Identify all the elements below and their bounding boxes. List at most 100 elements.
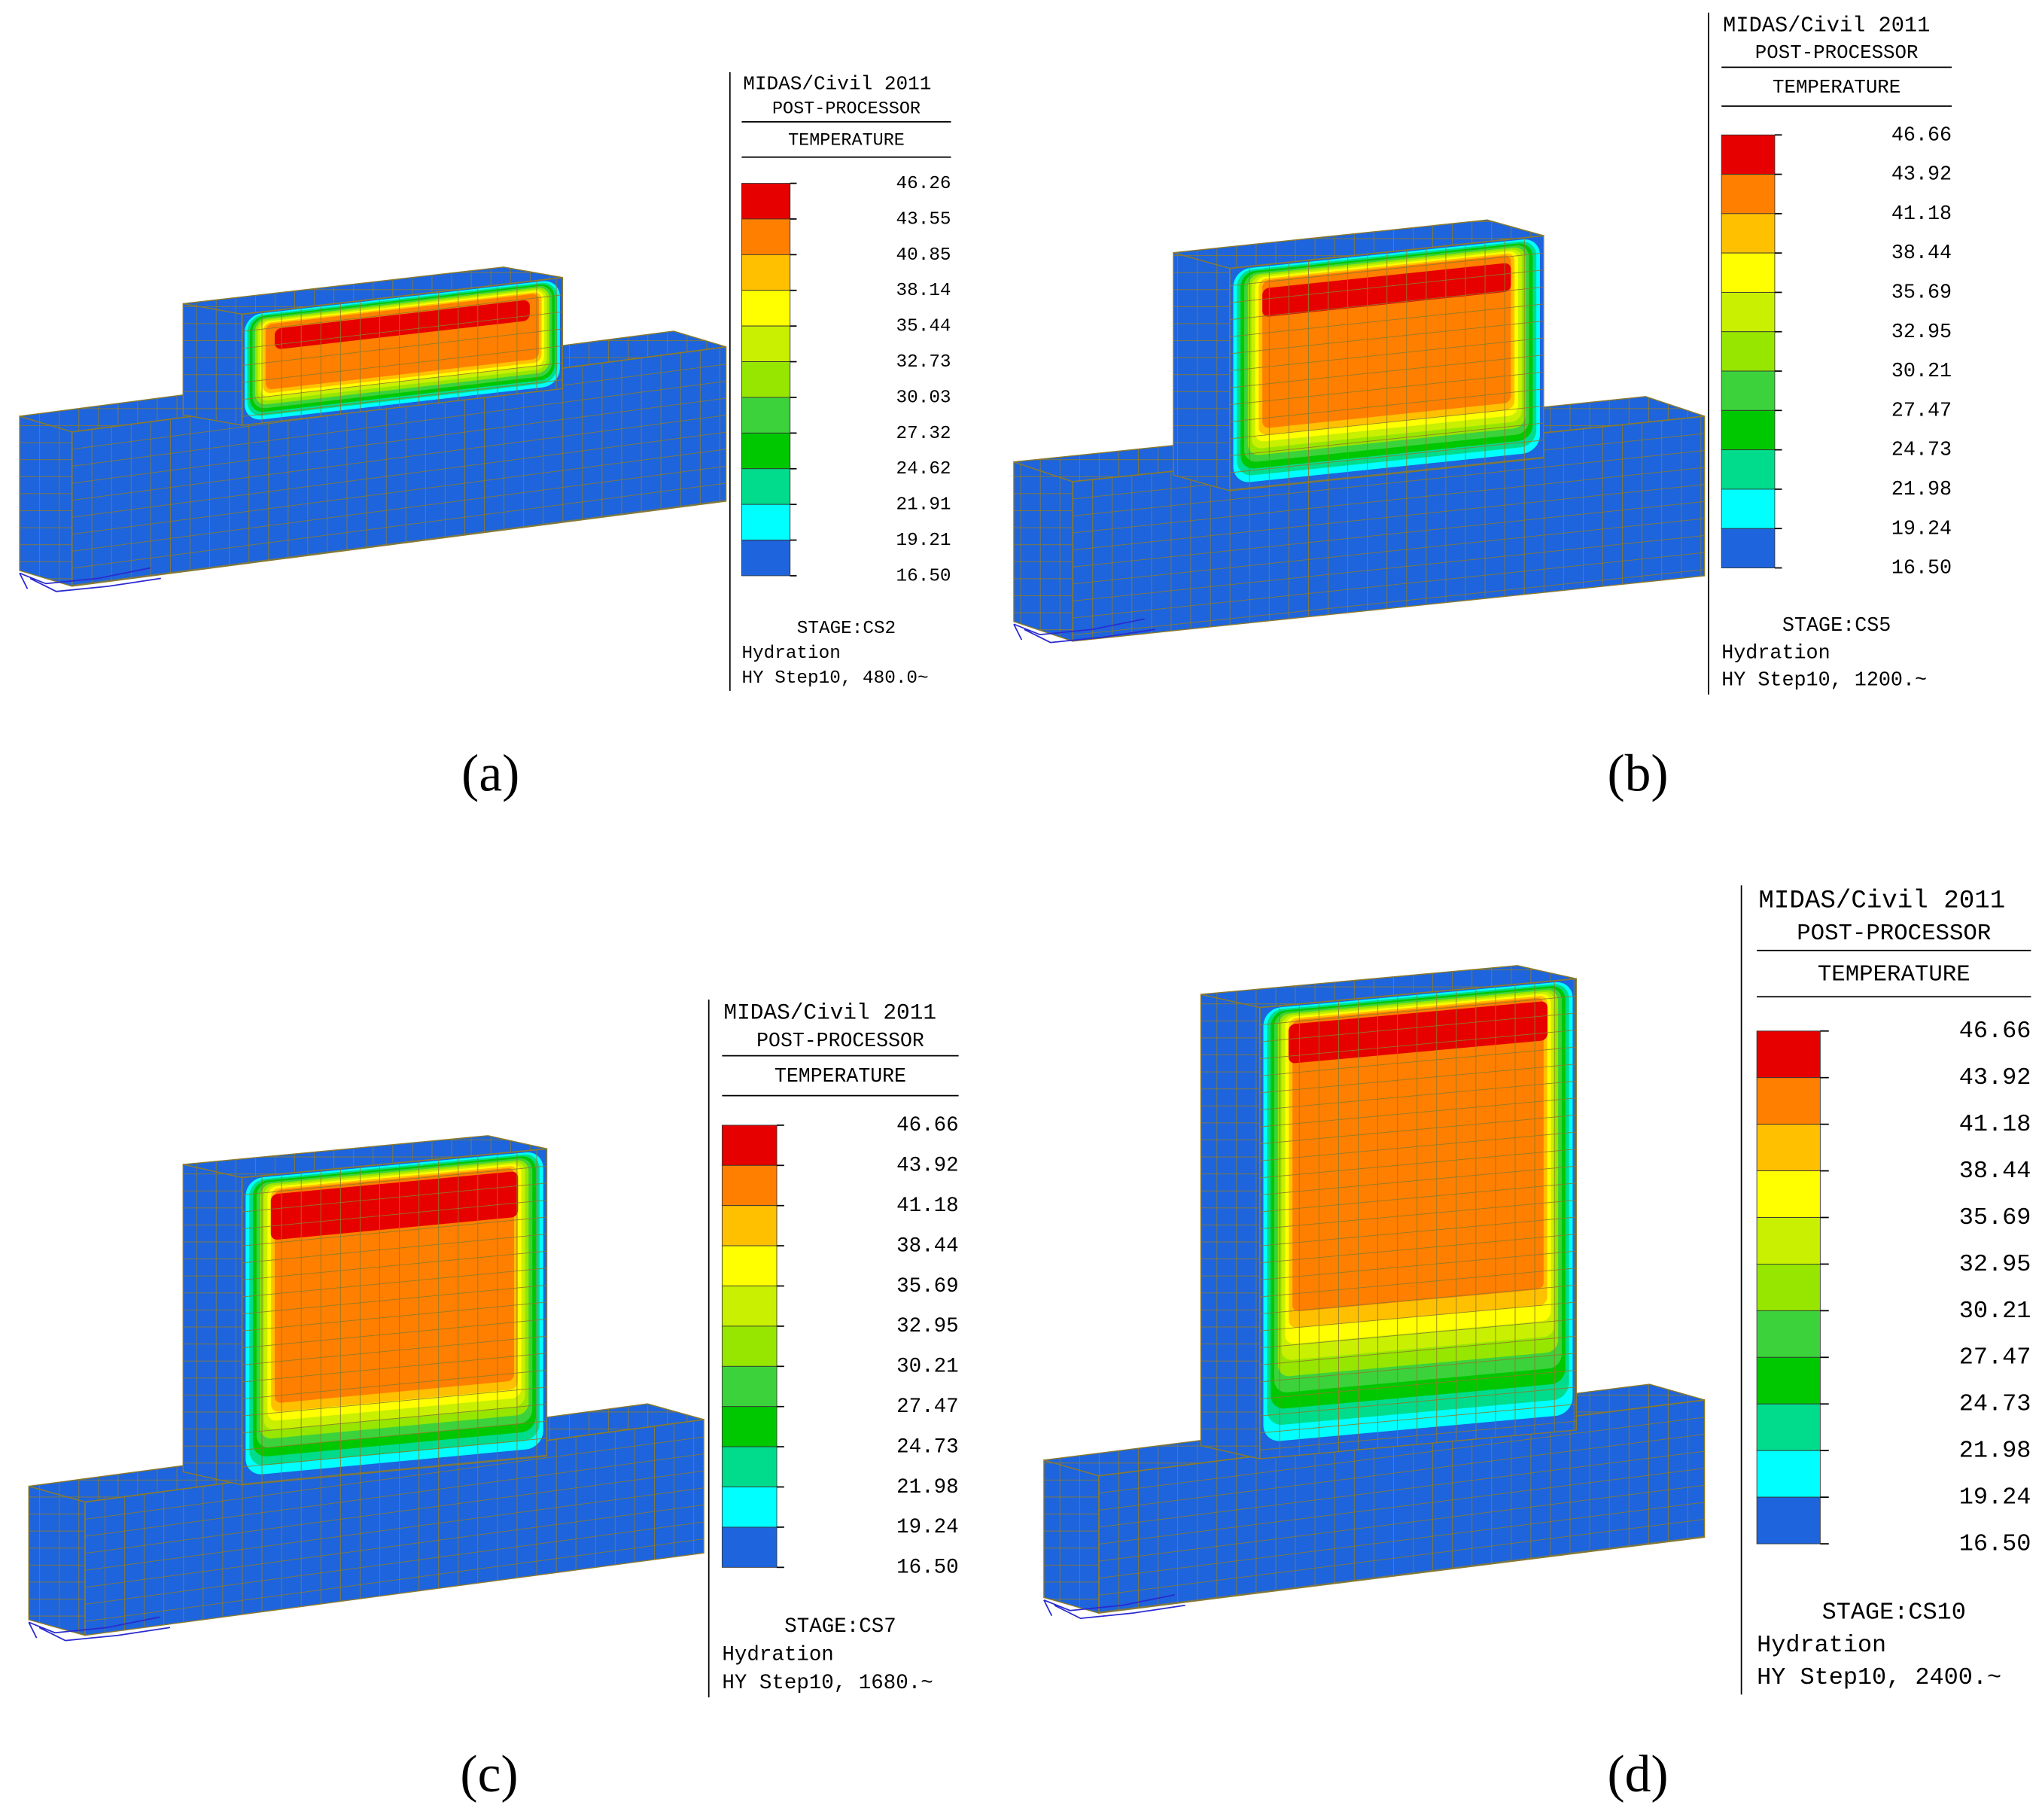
- legend-value: 19.24: [1959, 1484, 2031, 1511]
- legend-software: MIDAS/Civil 2011: [743, 72, 931, 95]
- legend-value: 21.98: [896, 1476, 958, 1499]
- support-symbol: [1043, 1593, 1185, 1620]
- legend-band: [1721, 528, 1776, 568]
- legend-band: [1756, 1077, 1821, 1125]
- legend-band: [721, 1286, 778, 1327]
- mesh-grid: [1200, 994, 1261, 1459]
- legend-value: 43.92: [1891, 164, 1952, 187]
- legend-value: 30.21: [1891, 361, 1952, 383]
- legend-value: 27.32: [896, 424, 951, 444]
- legend-value: 32.73: [896, 352, 951, 373]
- legend-module: POST-PROCESSOR: [1797, 921, 1991, 947]
- legend-value: 35.69: [896, 1275, 958, 1298]
- legend-band: [1721, 213, 1776, 254]
- legend-stage: STAGE:CS5: [1782, 615, 1891, 638]
- legend-band: [741, 325, 791, 362]
- legend-value: 43.55: [896, 209, 951, 230]
- legend-band: [1756, 1030, 1821, 1079]
- legend-band: [1721, 488, 1776, 529]
- legend-band: [1756, 1217, 1821, 1265]
- legend-value: 32.95: [896, 1315, 958, 1338]
- mesh-grid: [1013, 461, 1073, 642]
- panel-caption: (a): [461, 744, 519, 802]
- face-grid: [241, 1148, 548, 1486]
- legend-value: 16.50: [1891, 558, 1952, 580]
- legend-band: [721, 1406, 778, 1447]
- legend-stage: STAGE:CS2: [797, 619, 896, 639]
- legend-value: 16.50: [896, 1557, 958, 1580]
- support-symbol: [19, 567, 161, 592]
- front-face: [71, 346, 727, 587]
- legend-value: 41.18: [1959, 1110, 2031, 1138]
- legend-value: 43.92: [896, 1155, 958, 1178]
- legend-value: 19.24: [896, 1516, 958, 1539]
- legend-value: 38.44: [1891, 242, 1952, 265]
- mesh-grid: [1173, 251, 1231, 492]
- legend-band: [1721, 252, 1776, 293]
- legend-value: 24.73: [1959, 1390, 2031, 1418]
- legend-value: 19.24: [1891, 518, 1952, 540]
- legend-band: [1721, 449, 1776, 490]
- panel: MIDAS/Civil 2011 POST-PROCESSOR TEMPERATUR…: [1043, 885, 2031, 1803]
- legend-module: POST-PROCESSOR: [756, 1030, 924, 1052]
- legend-value: 46.66: [896, 1114, 958, 1137]
- mesh-grid: [182, 303, 243, 426]
- legend-value: 21.98: [1959, 1437, 2031, 1465]
- legend-band: [1721, 331, 1776, 372]
- legend-value: 35.69: [1959, 1204, 2031, 1231]
- legend-value: 38.14: [896, 281, 951, 301]
- legend-value: 32.95: [1959, 1250, 2031, 1278]
- legend-stage: STAGE:CS7: [784, 1615, 896, 1639]
- legend-band: [741, 397, 791, 434]
- legend-band: [741, 432, 791, 470]
- legend-step: HY Step10, 2400.~: [1757, 1663, 2001, 1691]
- legend-band: [721, 1526, 778, 1568]
- support-symbol: [28, 1616, 171, 1642]
- legend-module: POST-PROCESSOR: [1755, 42, 1919, 64]
- legend-value: 35.44: [896, 317, 951, 337]
- legend-software: MIDAS/Civil 2011: [1758, 887, 2005, 916]
- legend-value: 40.85: [896, 245, 951, 266]
- front-face: [241, 276, 564, 426]
- legend-band: [1756, 1403, 1821, 1451]
- panel-caption: (d): [1607, 1745, 1668, 1803]
- face-grid: [1229, 235, 1544, 492]
- legend-value: 24.73: [1891, 440, 1952, 462]
- legend-value: 16.50: [896, 566, 951, 586]
- panel: MIDAS/Civil 2011 POST-PROCESSOR TEMPERATUR…: [19, 72, 951, 802]
- panel: MIDAS/Civil 2011 POST-PROCESSOR TEMPERATUR…: [28, 999, 959, 1803]
- legend-value: 38.44: [1959, 1157, 2031, 1185]
- mesh-grid: [1043, 1459, 1100, 1615]
- legend-value: 41.18: [1891, 203, 1952, 226]
- legend-band: [1721, 409, 1776, 451]
- legend-band: [721, 1487, 778, 1528]
- legend-quantity: TEMPERATURE: [1773, 77, 1900, 99]
- legend-band: [721, 1365, 778, 1408]
- panel-caption: (b): [1607, 744, 1668, 802]
- legend-band: [1756, 1124, 1821, 1172]
- front-face: [1229, 235, 1544, 492]
- legend-value: 21.91: [896, 495, 951, 516]
- legend-band: [721, 1164, 778, 1207]
- legend-value: 27.47: [1891, 400, 1952, 422]
- legend-value: 27.47: [896, 1395, 958, 1419]
- legend-band: [721, 1446, 778, 1487]
- legend-stage: STAGE:CS10: [1822, 1599, 1966, 1627]
- legend-band: [741, 361, 791, 398]
- legend-module: POST-PROCESSOR: [772, 99, 921, 120]
- legend-value: 43.92: [1959, 1064, 2031, 1091]
- legend-band: [741, 254, 791, 291]
- legend-value: 41.18: [896, 1195, 958, 1218]
- legend-value: 46.66: [1891, 124, 1952, 147]
- legend-analysis: Hydration: [1757, 1631, 1886, 1659]
- legend-quantity: TEMPERATURE: [788, 130, 905, 151]
- legend-band: [721, 1205, 778, 1246]
- legend-band: [1756, 1264, 1821, 1311]
- legend-value: 16.50: [1959, 1529, 2031, 1557]
- legend-band: [721, 1245, 778, 1286]
- legend-software: MIDAS/Civil 2011: [723, 1000, 936, 1025]
- legend-value: 30.21: [1959, 1297, 2031, 1325]
- mesh-grid: [182, 1164, 243, 1486]
